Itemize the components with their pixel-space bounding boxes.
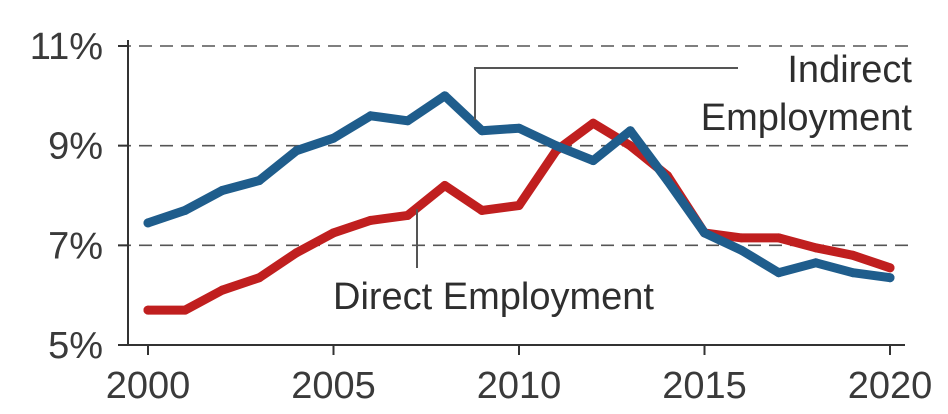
- direct-point: [588, 118, 598, 128]
- indirect-point: [551, 141, 561, 151]
- y-tick-label: 7%: [48, 225, 103, 267]
- indirect-label-line2: Employment: [701, 97, 913, 139]
- indirect-point: [588, 156, 598, 166]
- indirect-point: [477, 126, 487, 136]
- direct-point: [848, 250, 858, 260]
- indirect-point: [514, 123, 524, 133]
- x-tick-label: 2010: [477, 365, 562, 407]
- annotations: Indirect Employment Direct Employment: [333, 49, 912, 318]
- direct-point: [254, 273, 264, 283]
- indirect-point: [625, 126, 635, 136]
- indirect-point: [737, 245, 747, 255]
- direct-point: [811, 243, 821, 253]
- indirect-point: [254, 176, 264, 186]
- indirect-point: [329, 133, 338, 143]
- indirect-point: [291, 146, 301, 156]
- indirect-point: [217, 186, 227, 196]
- indirect-point: [366, 111, 376, 121]
- direct-point: [403, 210, 413, 220]
- direct-point: [440, 181, 450, 191]
- direct-point: [885, 263, 895, 273]
- indirect-point: [403, 116, 413, 126]
- direct-point: [217, 285, 227, 295]
- direct-point: [477, 205, 487, 215]
- indirect-point: [848, 268, 858, 278]
- indirect-point: [700, 228, 709, 238]
- indirect-label-line1: Indirect: [787, 49, 912, 91]
- x-tick-label: 2015: [662, 365, 747, 407]
- indirect-point: [440, 91, 450, 101]
- x-tick-label: 2000: [106, 365, 191, 407]
- indirect-point: [180, 205, 190, 215]
- axes: 5% 7% 9% 11% 2000 2005 2010 2015 2020: [30, 26, 933, 407]
- y-tick-label: 9%: [48, 126, 103, 168]
- direct-point: [774, 233, 784, 243]
- indirect-point: [143, 218, 153, 228]
- x-tick-label: 2005: [291, 365, 376, 407]
- direct-point: [291, 248, 301, 258]
- direct-point: [143, 305, 153, 315]
- direct-point: [329, 228, 338, 238]
- direct-point: [625, 141, 635, 151]
- direct-label: Direct Employment: [333, 276, 654, 318]
- y-tick-label: 5%: [48, 325, 103, 367]
- indirect-point: [811, 258, 821, 268]
- y-tick-label: 11%: [30, 26, 103, 68]
- direct-point: [737, 233, 747, 243]
- x-tick-label: 2020: [848, 365, 933, 407]
- direct-point: [180, 305, 190, 315]
- series-layer: [143, 91, 895, 315]
- indirect-leader-line: [474, 67, 738, 120]
- indirect-point: [885, 273, 895, 283]
- indirect-point: [774, 268, 784, 278]
- direct-point: [366, 215, 376, 225]
- indirect-point: [662, 176, 672, 186]
- gridlines: [118, 45, 915, 247]
- direct-point: [514, 200, 524, 210]
